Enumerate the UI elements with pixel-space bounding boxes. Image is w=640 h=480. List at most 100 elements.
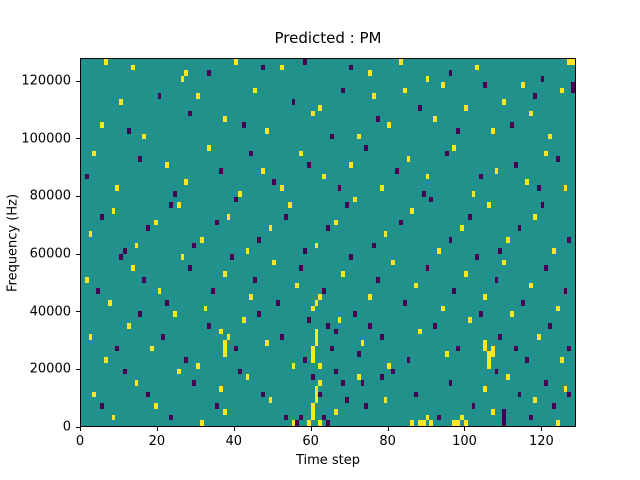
heatmap-cell-min [406,357,411,363]
heatmap-cell-max [310,403,315,409]
heatmap-cell-min [215,219,219,226]
heatmap-cell-max [268,397,273,404]
heatmap-cell-min [471,403,476,409]
heatmap-cell-min [555,156,560,163]
heatmap-cell-max [502,259,507,266]
heatmap-cell-max [176,202,181,209]
heatmap-cell-min [552,403,556,409]
heatmap-cell-min [452,288,457,295]
heatmap-cell-min [283,414,288,421]
heatmap-cell-max [184,70,189,77]
heatmap-cell-min [444,150,449,157]
heatmap-cell-max [268,225,273,232]
heatmap-cell-min [306,162,311,168]
heatmap-cell-min [345,397,350,404]
heatmap-cell-max [398,59,403,65]
x-axis-label: Time step [295,453,361,468]
heatmap-cell-max [460,414,464,421]
heatmap-cell-max [222,345,227,352]
heatmap-cell-max [218,385,223,392]
heatmap-cell-max [172,311,177,318]
y-tick-label: 80000 [29,188,71,204]
heatmap-cell-max [180,253,185,260]
heatmap-cell-max [463,104,468,111]
x-tick-label: 120 [528,434,554,449]
heatmap-cell-max [310,351,315,358]
y-tick-mark [76,368,80,370]
heatmap-cell-min [433,322,438,329]
heatmap-cell-max [333,219,338,226]
heatmap-cell-max [544,150,549,157]
heatmap-cell-max [341,271,346,277]
heatmap-cell-max [349,162,353,168]
heatmap-cell-min [123,368,127,375]
heatmap-cell-max [421,420,426,426]
heatmap-cell-min [425,265,430,272]
heatmap-cell-max [318,294,323,300]
x-tick-label: 80 [379,434,396,449]
heatmap-cell-min [161,334,166,340]
heatmap-cell-max [559,357,564,363]
heatmap-cell-max [295,282,300,289]
heatmap-cell-min [207,322,212,329]
heatmap-cell-min [532,93,537,100]
heatmap-cell-min [475,253,480,260]
heatmap-cell-min [318,391,323,398]
heatmap-cell-max [245,374,250,381]
x-tick-label: 60 [302,434,319,449]
heatmap-cell-max [490,408,495,415]
heatmap-cell-max [100,122,104,128]
heatmap-cell-max [280,64,284,71]
heatmap-cell-max [92,150,97,157]
heatmap-cell-max [314,391,319,398]
heatmap-cell-min [146,391,150,398]
x-tick-mark [80,427,81,431]
heatmap-cell-min [360,380,365,386]
heatmap-cell-min [272,179,277,186]
heatmap-cell-max [207,145,212,151]
heatmap-cell-max [184,179,189,186]
y-tick-label: 20000 [29,361,71,377]
heatmap-cell-max [111,414,116,421]
heatmap-cell-min [207,70,212,77]
heatmap-cell-max [383,397,388,404]
heatmap-cell-max [306,420,311,426]
heatmap-cell-min [571,87,575,94]
heatmap-cell-max [410,420,415,426]
x-tick-mark [310,427,312,431]
heatmap-cell-max [352,196,357,203]
heatmap-cell-min [234,345,238,352]
heatmap-cell-max [506,374,510,381]
heatmap-cell-max [157,288,162,295]
heatmap-cell-max [486,357,491,363]
heatmap-cell-min [119,253,124,260]
heatmap-cell-max [310,110,315,117]
heatmap-cell-max [310,414,315,421]
heatmap-cell-min [525,357,530,363]
heatmap-cell-min [192,380,196,386]
x-tick-label: 0 [75,434,85,449]
heatmap-cell-min [429,196,434,203]
heatmap-cell-max [490,345,495,352]
heatmap-cell-min [502,420,507,426]
y-tick-mark [76,138,80,140]
heatmap-cell-max [532,213,537,220]
heatmap-cell-max [490,351,495,358]
heatmap-cell-min [249,150,254,157]
heatmap-cell-min [479,173,484,180]
heatmap-cell-max [234,59,238,65]
y-tick-mark [76,311,80,313]
heatmap-cell-min [337,185,342,191]
heatmap-cell-max [559,87,564,94]
x-axis-ticks: 0 20 40 60 80 100 120 [76,427,576,453]
heatmap-cell-min [295,420,300,426]
heatmap-cell-max [241,317,246,323]
heatmap-cell-min [372,242,376,249]
heatmap-cell-min [326,322,330,329]
heatmap-cell-min [138,311,143,318]
heatmap-cell-max [452,420,457,426]
heatmap-cell-max [356,374,361,381]
heatmap-cell-max [318,420,323,426]
heatmap-cell-max [310,408,315,415]
heatmap-cell-min [356,351,361,358]
